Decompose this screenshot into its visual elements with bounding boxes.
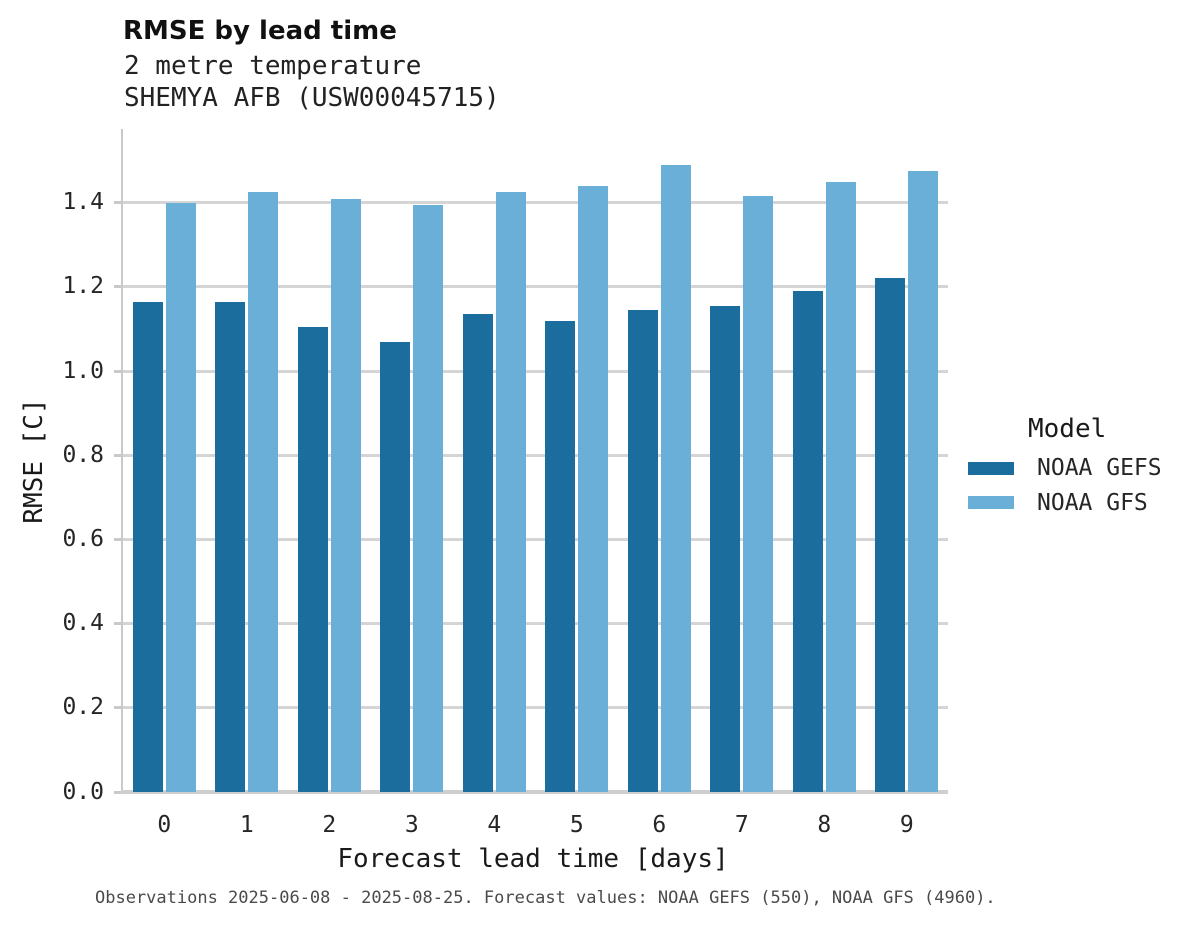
gridline-1.4 (123, 201, 948, 205)
y-tick-label-1.2: 1.2 (62, 273, 104, 300)
bar-noaa-gfs-lead-1 (248, 192, 279, 792)
bar-group-lead-9 (866, 129, 949, 792)
bar-noaa-gefs-lead-2 (297, 326, 328, 792)
gridline-1.0 (123, 369, 948, 373)
legend-item-noaa-gefs: NOAA GEFS (968, 451, 1162, 486)
y-axis-title: RMSE [C] (19, 398, 49, 524)
bar-noaa-gfs-lead-2 (330, 198, 361, 792)
y-tick-0.2 (114, 706, 121, 710)
x-axis-baseline (121, 790, 948, 794)
bar-noaa-gefs-lead-8 (792, 291, 823, 792)
bar-noaa-gefs-lead-0 (132, 301, 163, 792)
bar-group-lead-3 (371, 129, 454, 792)
bar-group-lead-2 (288, 129, 371, 792)
bar-noaa-gfs-lead-4 (495, 192, 526, 792)
y-tick-0.6 (114, 537, 121, 541)
gridline-0.2 (123, 706, 948, 710)
bar-noaa-gefs-lead-3 (380, 341, 411, 792)
x-tick-label-0: 0 (157, 812, 172, 838)
y-tick-label-0.4: 0.4 (62, 610, 104, 637)
x-tick-label-9: 9 (899, 812, 914, 838)
x-tick-label-1: 1 (239, 812, 254, 838)
y-tick-0.8 (114, 453, 121, 457)
bar-noaa-gefs-lead-1 (215, 301, 246, 792)
x-tick-label-7: 7 (734, 812, 749, 838)
y-tick-label-1.4: 1.4 (62, 189, 104, 216)
bar-group-lead-0 (123, 129, 206, 792)
chart-subtitle-station: SHEMYA AFB (USW00045715) (124, 83, 500, 113)
bar-noaa-gefs-lead-5 (545, 320, 576, 792)
y-tick-label-0.6: 0.6 (62, 525, 104, 552)
chart-title: RMSE by lead time (123, 16, 397, 46)
gridline-0.4 (123, 622, 948, 626)
x-tick-label-5: 5 (569, 812, 584, 838)
bar-noaa-gefs-lead-4 (462, 314, 493, 792)
bar-noaa-gefs-lead-6 (627, 310, 658, 792)
y-axis-line (121, 129, 123, 792)
gridline-0.6 (123, 537, 948, 541)
bar-group-lead-6 (618, 129, 701, 792)
bar-series-container (123, 129, 948, 792)
legend-label-noaa-gfs: NOAA GFS (1037, 489, 1148, 516)
legend-title: Model (1028, 414, 1107, 444)
legend-rows: NOAA GEFS NOAA GFS (968, 451, 1162, 520)
x-tick-label-4: 4 (487, 812, 502, 838)
bar-group-lead-7 (701, 129, 784, 792)
bar-noaa-gefs-lead-9 (875, 278, 906, 792)
gridline-0.8 (123, 453, 948, 457)
bar-noaa-gfs-lead-8 (825, 181, 856, 792)
x-axis-title: Forecast lead time [days] (337, 844, 729, 874)
y-tick-label-0.8: 0.8 (62, 441, 104, 468)
legend-label-noaa-gefs: NOAA GEFS (1037, 455, 1162, 482)
y-tick-0.4 (114, 622, 121, 626)
caption-text: Observations 2025-06-08 - 2025-08-25. Fo… (95, 888, 996, 908)
x-tick-label-6: 6 (652, 812, 667, 838)
y-tick-0.0 (114, 790, 121, 794)
plot-area (114, 129, 948, 794)
bar-noaa-gfs-lead-9 (908, 171, 939, 792)
chart-subtitle-variable: 2 metre temperature (124, 51, 422, 81)
bar-noaa-gfs-lead-0 (165, 202, 196, 792)
y-tick-label-0.2: 0.2 (62, 694, 104, 721)
y-tick-1.2 (114, 285, 121, 289)
x-tick-label-2: 2 (322, 812, 337, 838)
bar-noaa-gfs-lead-7 (743, 196, 774, 792)
legend-swatch-noaa-gfs (968, 496, 1014, 510)
bar-group-lead-4 (453, 129, 536, 792)
bar-noaa-gfs-lead-6 (660, 164, 691, 792)
x-tick-label-3: 3 (404, 812, 419, 838)
y-tick-1.0 (114, 369, 121, 373)
gridline-1.2 (123, 285, 948, 289)
bar-group-lead-1 (206, 129, 289, 792)
y-tick-1.4 (114, 201, 121, 205)
bar-noaa-gefs-lead-7 (710, 305, 741, 792)
y-tick-label-1.0: 1.0 (62, 357, 104, 384)
bar-group-lead-8 (783, 129, 866, 792)
legend: Model NOAA GEFS NOAA GFS (968, 414, 1162, 520)
bar-group-lead-5 (536, 129, 619, 792)
x-tick-label-8: 8 (817, 812, 832, 838)
legend-swatch-noaa-gefs (968, 461, 1014, 475)
bar-noaa-gfs-lead-3 (413, 204, 444, 792)
bar-noaa-gfs-lead-5 (578, 185, 609, 792)
y-tick-label-0.0: 0.0 (62, 778, 104, 805)
legend-item-noaa-gfs: NOAA GFS (968, 486, 1162, 521)
